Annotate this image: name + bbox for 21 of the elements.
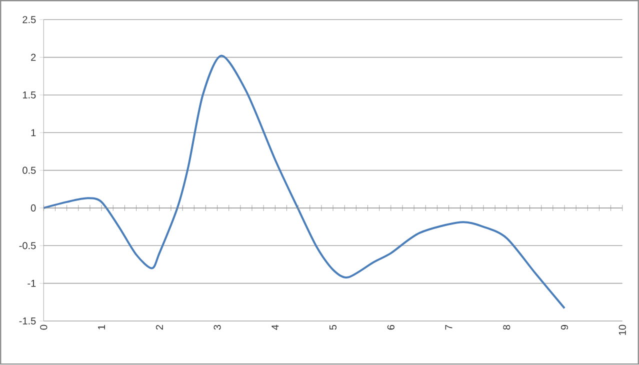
x-tick-label: 4 (272, 324, 279, 330)
y-tick-label: 1.5 (22, 92, 36, 99)
y-tick-label: -0.5 (19, 242, 36, 250)
y-tick-label: 1 (31, 129, 36, 136)
y-tick-label: 0.5 (22, 166, 36, 174)
x-tick-label: 0 (40, 325, 48, 330)
x-tick-label: 10 (618, 325, 626, 336)
x-tick-label: 2 (156, 325, 163, 330)
x-tick-label: 3 (214, 325, 221, 330)
x-tick-label: 5 (330, 325, 337, 330)
y-tick-label: 0 (30, 204, 36, 212)
x-tick-label: 9 (560, 325, 568, 330)
y-tick-label: -1 (28, 280, 36, 287)
line-series (42, 54, 566, 310)
x-tick-label: 7 (445, 325, 452, 330)
y-tick-label: 2.5 (22, 16, 36, 24)
x-tick-label: 1 (98, 325, 105, 330)
y-tick-label: 2 (31, 54, 36, 61)
x-tick-label: 6 (387, 325, 394, 330)
y-tick-label: -1.5 (19, 318, 36, 325)
x-tick-label: 8 (503, 325, 510, 330)
